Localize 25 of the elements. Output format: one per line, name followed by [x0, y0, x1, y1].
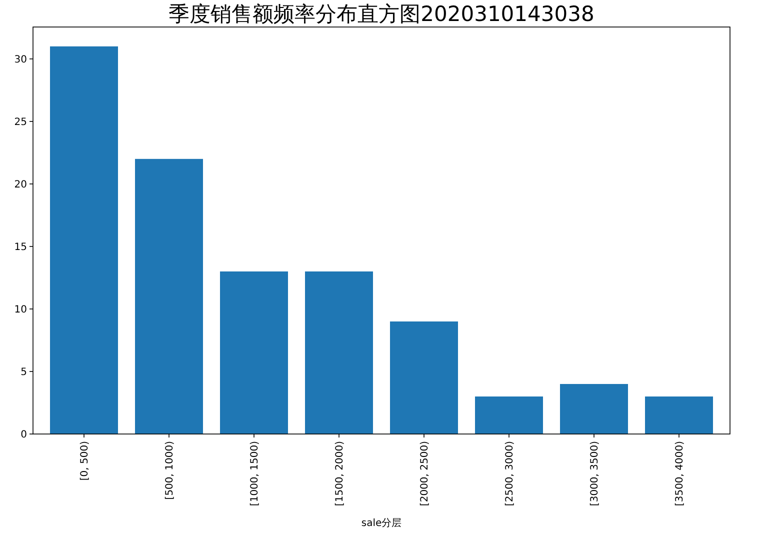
x-tick-label: [500, 1000)	[164, 440, 176, 500]
chart-title: 季度销售额频率分布直方图2020310143038	[168, 2, 594, 26]
x-tick-label: [0, 500)	[80, 440, 90, 481]
bar	[475, 396, 543, 434]
y-tick-label: 25	[14, 116, 27, 128]
x-tick-label: [1500, 2000)	[334, 440, 346, 506]
bar	[645, 396, 713, 434]
bar	[390, 321, 458, 434]
x-tick-label: [2500, 3000)	[504, 440, 516, 506]
bar	[560, 384, 628, 434]
bar	[135, 158, 203, 434]
bar	[220, 271, 288, 434]
bar	[305, 271, 373, 434]
x-tick-label: [2000, 2500)	[420, 440, 430, 506]
y-tick-label: 10	[14, 304, 27, 316]
y-tick-label: 15	[14, 242, 27, 253]
y-tick-label: 30	[14, 54, 27, 66]
bar	[50, 46, 118, 434]
x-tick-label: [3000, 3500)	[590, 440, 600, 506]
y-tick-label: 5	[20, 366, 27, 378]
y-tick-label: 20	[14, 179, 27, 190]
x-axis-title: sale分层	[361, 517, 402, 529]
x-tick-label: [3500, 4000)	[674, 440, 686, 506]
y-tick-label: 0	[20, 430, 27, 440]
x-tick-label: [1000, 1500)	[250, 440, 260, 506]
